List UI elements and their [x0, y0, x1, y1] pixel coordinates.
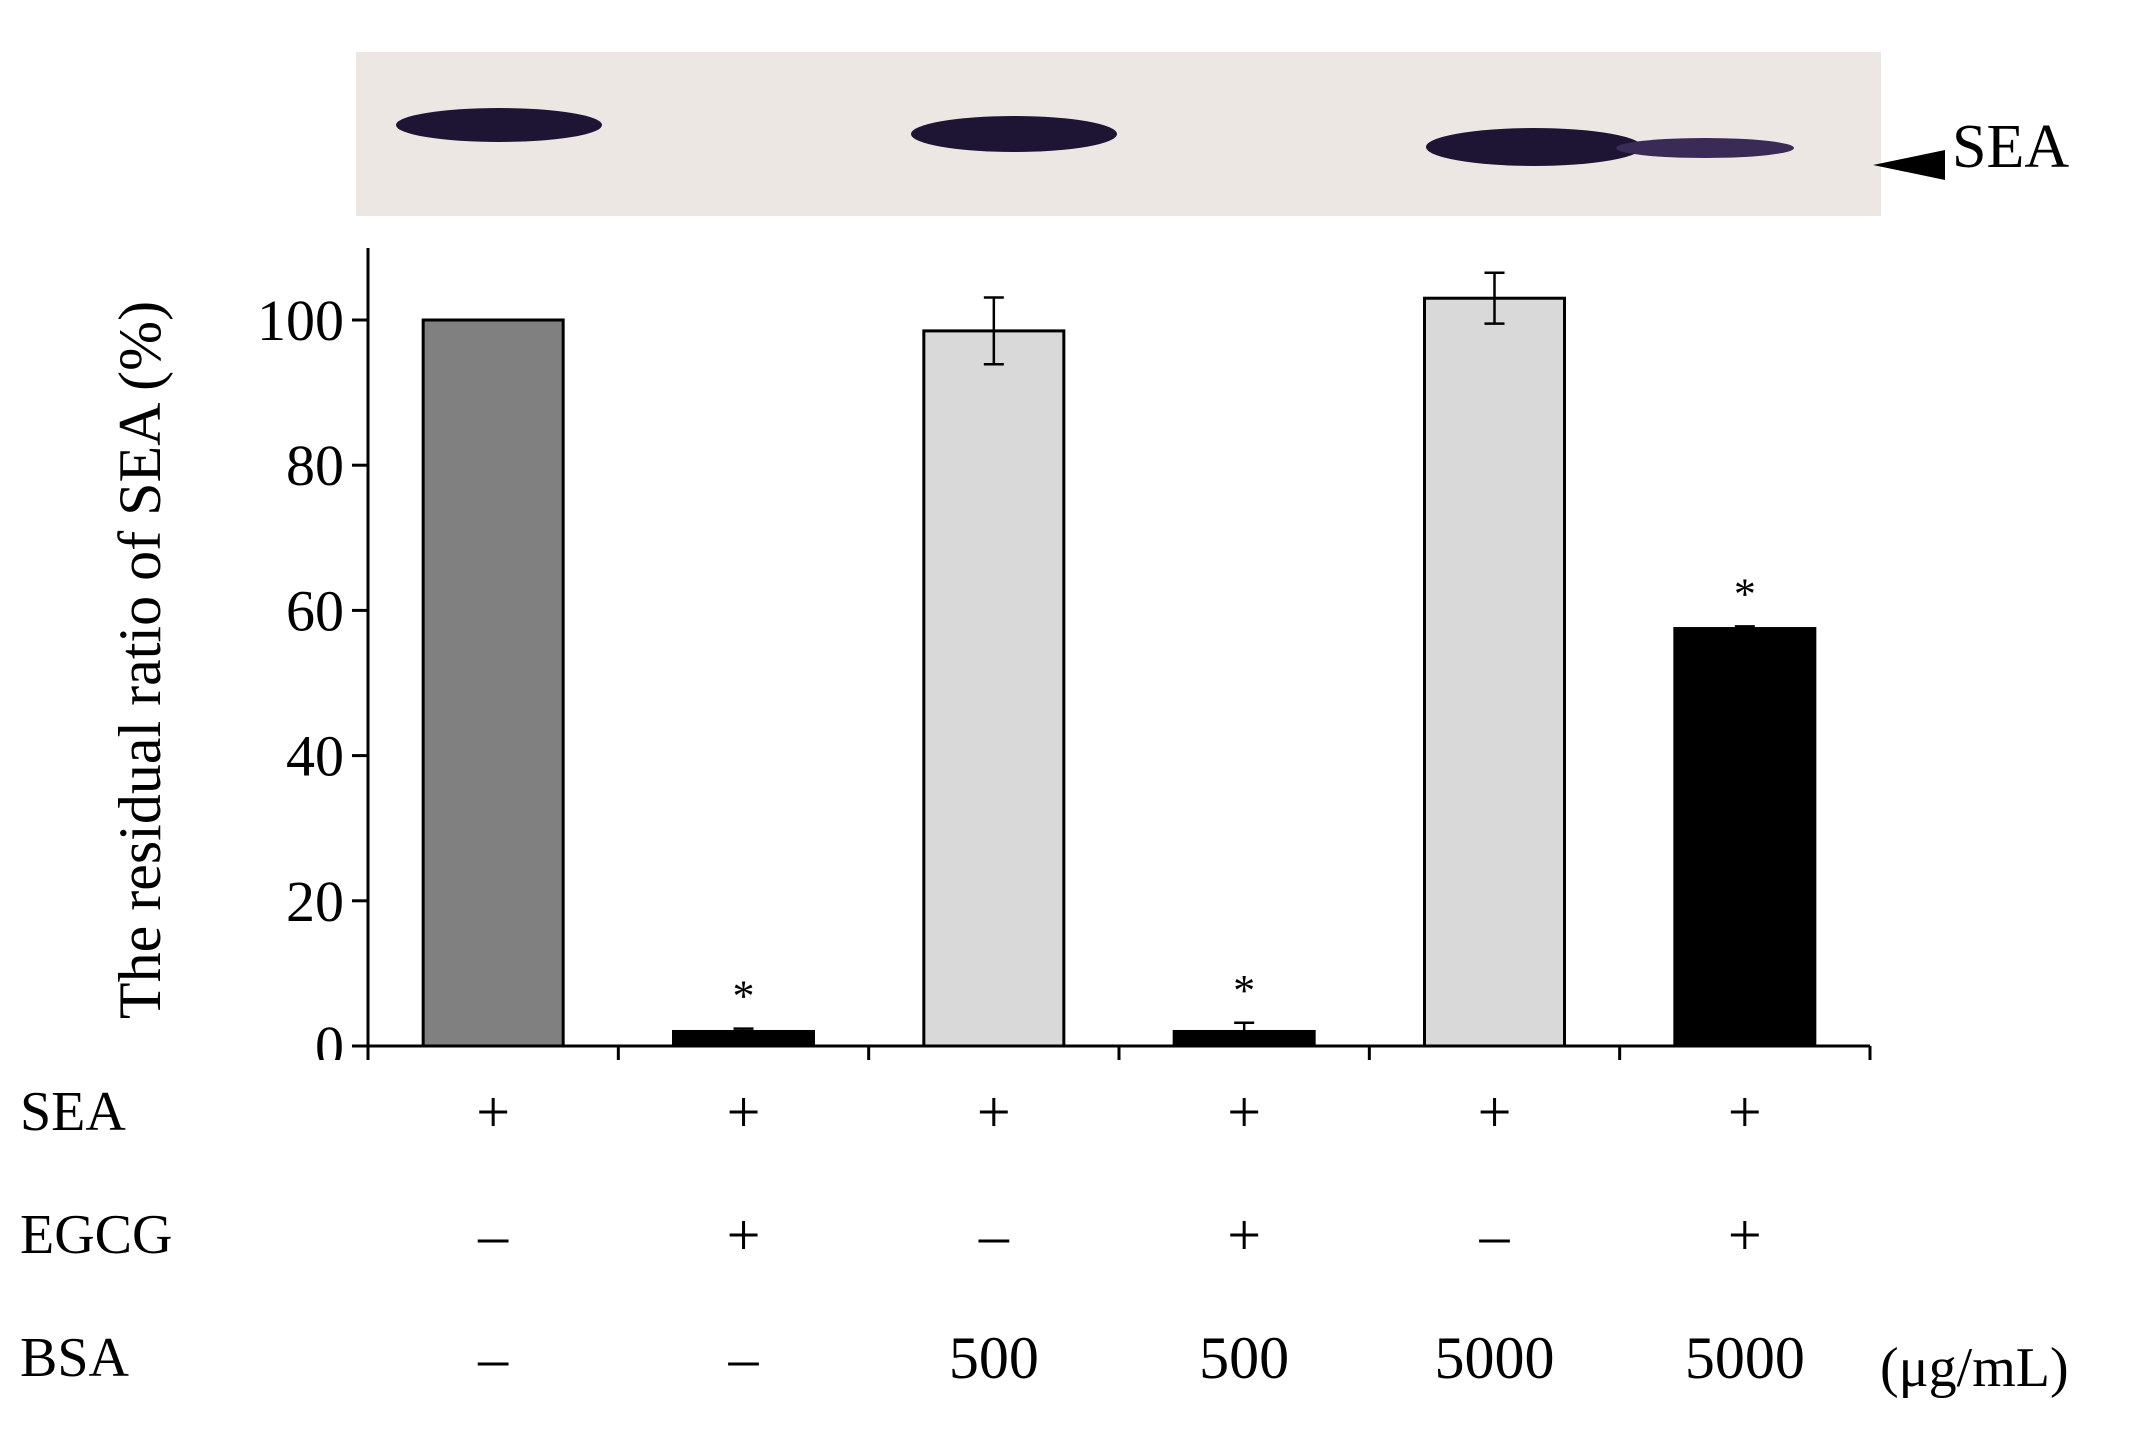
bar-chart: 0 20 40 60 80 100 * * * The residual ratio of SE… [107, 248, 1872, 1060]
blot-band-1 [396, 108, 602, 142]
blot-band-5 [1426, 128, 1642, 166]
cell-sea-5: + [1477, 1079, 1512, 1145]
row-label-bsa: BSA [20, 1327, 129, 1389]
bar-1 [421, 318, 565, 1048]
cell-bsa-3: 500 [948, 1325, 1039, 1391]
cell-sea-4: + [1227, 1079, 1262, 1145]
cell-egcg-2: + [726, 1202, 761, 1268]
significance-marker-6: * [1734, 569, 1756, 618]
y-tick-label-20: 20 [286, 869, 344, 934]
y-tick-label-40: 40 [286, 724, 344, 789]
cell-bsa-4: 500 [1199, 1325, 1290, 1391]
western-blot-image [356, 52, 1881, 216]
row-label-egcg: EGCG [20, 1204, 173, 1266]
cell-bsa-1: – [478, 1325, 509, 1391]
bar-5 [1423, 296, 1566, 1048]
cell-bsa-5: 5000 [1434, 1325, 1555, 1391]
y-tick-label-80: 80 [286, 433, 344, 498]
cell-egcg-5: – [1479, 1202, 1510, 1268]
row-label-sea: SEA [20, 1081, 126, 1143]
cell-sea-2: + [726, 1079, 761, 1145]
cell-sea-6: + [1727, 1079, 1762, 1145]
y-tick-label-0: 0 [315, 1014, 344, 1060]
units-label: (μg/mL) [1880, 1337, 2069, 1399]
bar-3 [922, 329, 1066, 1048]
cell-bsa-2: – [728, 1325, 759, 1391]
blot-label: SEA [1952, 113, 2070, 181]
cell-egcg-4: + [1227, 1202, 1262, 1268]
cell-bsa-6: 5000 [1684, 1325, 1805, 1391]
blot-band-6 [1616, 138, 1794, 158]
significance-marker-4: * [1233, 966, 1255, 1015]
cell-egcg-6: + [1727, 1202, 1762, 1268]
y-axis-label: The residual ratio of SEA (%) [107, 301, 173, 1019]
cell-sea-1: + [476, 1079, 511, 1145]
bar-6 [1673, 627, 1817, 1048]
cell-egcg-1: – [478, 1202, 509, 1268]
blot-band-3 [911, 116, 1117, 152]
cell-egcg-3: – [978, 1202, 1009, 1268]
blot-arrow-icon [1873, 150, 1945, 180]
cell-sea-3: + [976, 1079, 1011, 1145]
y-tick-label-60: 60 [286, 578, 344, 643]
significance-marker-2: * [733, 972, 755, 1021]
y-tick-label-100: 100 [257, 288, 344, 353]
